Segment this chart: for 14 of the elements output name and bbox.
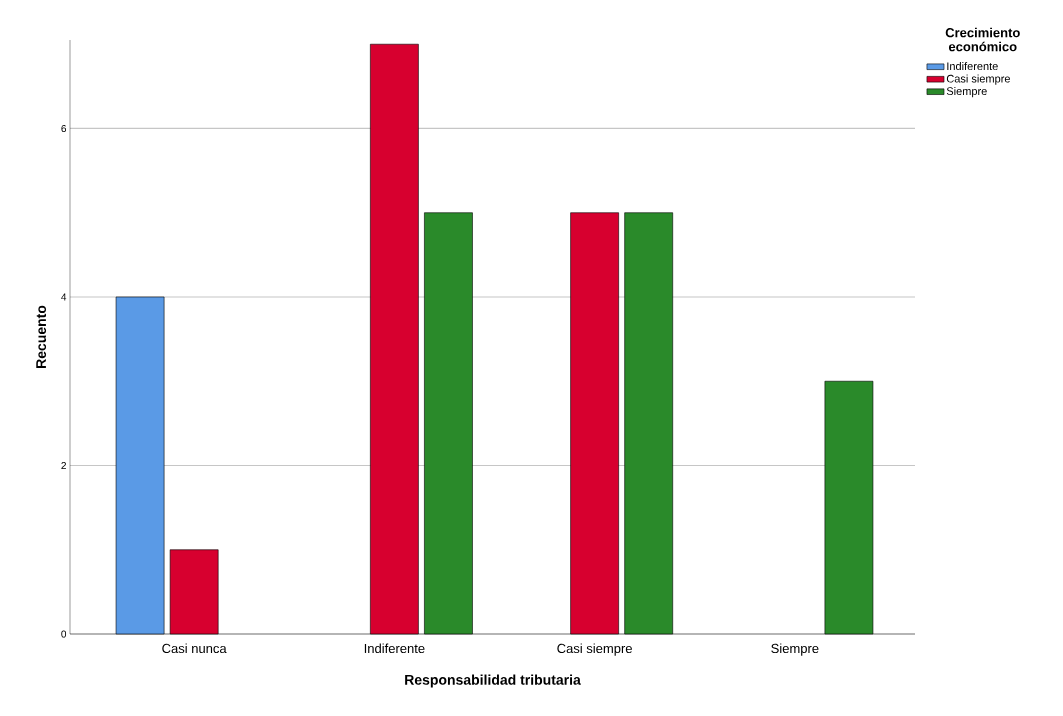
legend-label: Casi siempre [946,74,1010,85]
y-tick-label: 0 [61,630,67,638]
y-tick-label: 6 [61,124,67,133]
x-tick-label: Siempre [771,643,819,656]
legend-label: Indiferente [947,62,998,71]
legend-title: Crecimiento económico [945,27,1020,52]
y-tick-label: 2 [61,462,66,469]
legend-label: Siempre [946,86,987,98]
x-axis-title: Responsabilidad tributaria [405,674,581,688]
x-tick-label: Indiferente [364,643,425,654]
y-axis-title: Recuento [36,305,47,368]
y-tick-label: 4 [61,293,67,301]
x-tick-label: Casi siempre [557,643,632,656]
x-tick-label: Casi nunca [162,643,227,654]
